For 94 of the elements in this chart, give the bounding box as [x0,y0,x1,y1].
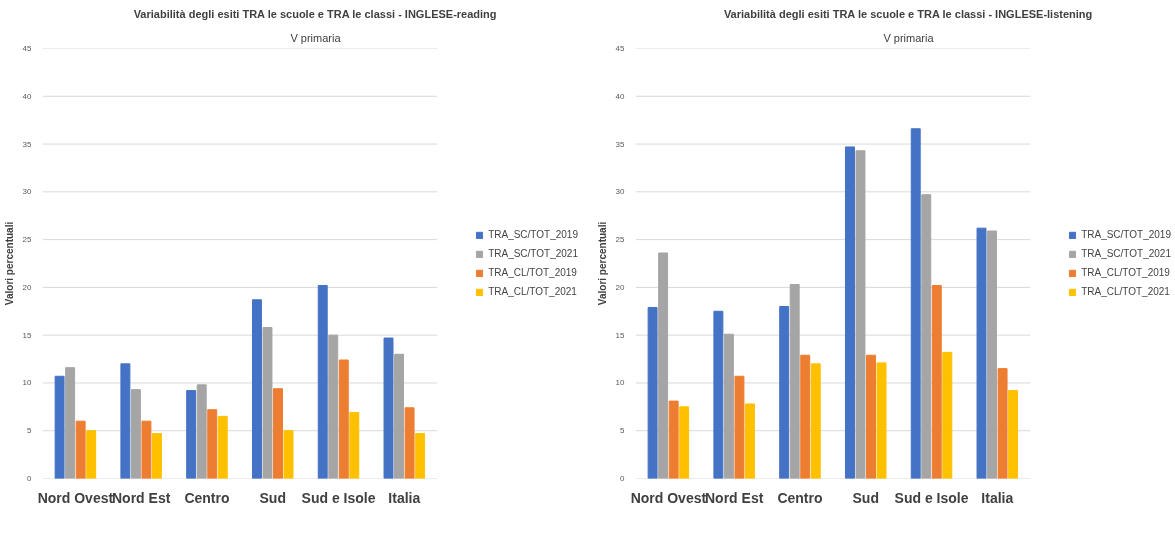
bar [75,420,86,479]
bar [723,333,734,479]
x-tick-label: Centro [184,489,230,506]
bar [141,420,152,479]
legend-label: TRA_SC/TOT_2021 [488,248,578,259]
bar [810,363,821,479]
bar [987,230,998,479]
bar [658,252,669,479]
bar [196,384,207,479]
bar [1008,390,1019,479]
y-tick-label: 20 [615,282,626,292]
bar [251,299,262,479]
legend-label: TRA_SC/TOT_2021 [1081,248,1171,259]
y-tick-label: 15 [22,330,33,340]
bar [262,327,273,479]
y-axis-title: Valori percentuali [596,221,608,306]
bar [734,375,745,479]
bar [404,407,415,479]
legend-label: TRA_CL/TOT_2019 [488,267,577,278]
x-tick-label: Sud e Isole [894,489,969,506]
bar [317,284,328,479]
bar [713,310,724,479]
y-tick-label: 25 [615,235,626,245]
bar [217,415,228,479]
bar [130,389,141,479]
x-tick-label: Italia [388,489,421,506]
x-tick-label: Sud [259,489,286,506]
y-axis-title: Valori percentuali [3,221,15,306]
bar [800,354,811,479]
bar [207,409,218,479]
bar [283,430,294,479]
bar [120,363,131,479]
x-tick-label: Nord Ovest [630,489,707,506]
x-tick-label: Nord Est [705,489,764,506]
bar [844,146,855,479]
bar [273,388,283,479]
bar [668,400,679,479]
bar [415,433,426,479]
legend-label: TRA_CL/TOT_2019 [1081,267,1170,278]
bar [942,351,953,479]
bar [383,337,394,479]
legend-label: TRA_CL/TOT_2021 [1081,286,1170,297]
bar [338,359,349,479]
bar [186,390,197,479]
chart-subtitle: V primaria [883,31,935,44]
legend-label: TRA_SC/TOT_2019 [1081,229,1171,240]
bar [921,194,932,479]
bar [779,306,790,479]
legend-label: TRA_CL/TOT_2021 [488,286,577,297]
x-tick-label: Centro [777,489,823,506]
x-tick-label: Italia [981,489,1014,506]
x-tick-label: Nord Est [112,489,171,506]
y-tick-label: 35 [615,139,626,149]
y-tick-label: 10 [615,378,626,388]
y-tick-label: 40 [22,91,33,101]
y-tick-label: 15 [615,330,626,340]
bar [349,412,360,479]
bar [976,227,987,479]
bar [910,128,921,479]
bar [866,354,876,479]
bar [394,353,405,479]
y-tick-label: 35 [22,139,33,149]
y-tick-label: 20 [22,282,33,292]
x-tick-label: Sud [852,489,879,506]
bar [86,430,97,479]
bar [679,406,690,479]
y-tick-label: 25 [22,235,33,245]
chart-subtitle: V primaria [290,31,342,44]
bar [65,367,76,479]
y-tick-label: 45 [22,44,33,53]
bar [744,403,755,479]
bar [997,368,1008,479]
x-tick-label: Nord Ovest [37,489,114,506]
x-tick-label: Sud e Isole [301,489,376,506]
y-tick-label: 40 [615,91,626,101]
chart-title: Variabilità degli esiti TRA le scuole e TRA le classi - INGLESE-reading [133,7,497,20]
bar [931,284,942,479]
bar [328,334,339,479]
bar [876,362,887,479]
y-tick-label: 0 [620,474,626,483]
chart-title: Variabilità degli esiti TRA le scuole e TRA le classi - INGLESE-listening [723,7,1093,20]
bar [151,433,162,479]
y-tick-label: 0 [27,474,33,483]
y-tick-label: 10 [22,378,33,388]
y-tick-label: 30 [615,187,626,197]
bar [855,150,866,479]
y-tick-label: 5 [27,426,33,436]
bar [54,375,65,479]
bar [647,306,658,479]
legend-label: TRA_SC/TOT_2019 [488,229,578,240]
y-tick-label: 45 [615,44,626,53]
y-tick-label: 30 [22,187,33,197]
y-tick-label: 5 [620,426,626,436]
bar [789,284,800,479]
